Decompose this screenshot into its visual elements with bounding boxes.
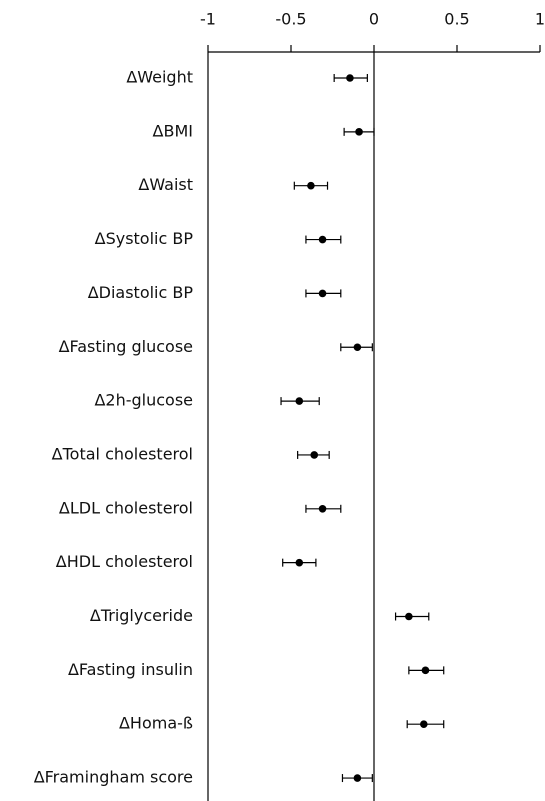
point — [346, 74, 354, 82]
point — [295, 397, 304, 405]
point — [295, 558, 304, 567]
x-tick-label: -1 — [200, 10, 216, 29]
point — [307, 181, 315, 190]
point — [353, 343, 362, 352]
y-tick-label: ΔDiastolic BP — [88, 283, 194, 302]
point — [355, 128, 363, 136]
y-tick-label: ΔFasting insulin — [68, 660, 193, 679]
y-tick-label: ΔTriglyceride — [90, 606, 193, 625]
y-tick-label: ΔFasting glucose — [59, 337, 193, 356]
point — [421, 666, 430, 675]
y-tick-label: ΔHDL cholesterol — [56, 552, 193, 571]
point — [310, 451, 319, 459]
x-tick-label: 0.5 — [444, 10, 469, 29]
point — [353, 774, 362, 782]
point — [318, 505, 327, 513]
y-tick-label: ΔWeight — [126, 68, 193, 87]
x-tick-label: 1 — [535, 10, 545, 29]
x-tick-label: -0.5 — [275, 10, 306, 29]
y-tick-label: ΔHoma-ß — [119, 714, 193, 733]
y-tick-label: ΔTotal cholesterol — [52, 444, 193, 463]
point — [318, 289, 327, 298]
y-tick-label: ΔLDL cholesterol — [59, 498, 193, 517]
y-tick-label: ΔBMI — [153, 121, 193, 140]
y-tick-label: ΔWaist — [138, 175, 193, 194]
x-tick-label: 0 — [369, 10, 379, 29]
point — [420, 720, 428, 728]
y-tick-label: ΔSystolic BP — [95, 229, 194, 248]
y-tick-label: Δ2h-glucose — [94, 391, 193, 410]
point — [405, 612, 413, 621]
point — [318, 235, 327, 244]
y-tick-label: ΔFramingham score — [34, 768, 193, 787]
